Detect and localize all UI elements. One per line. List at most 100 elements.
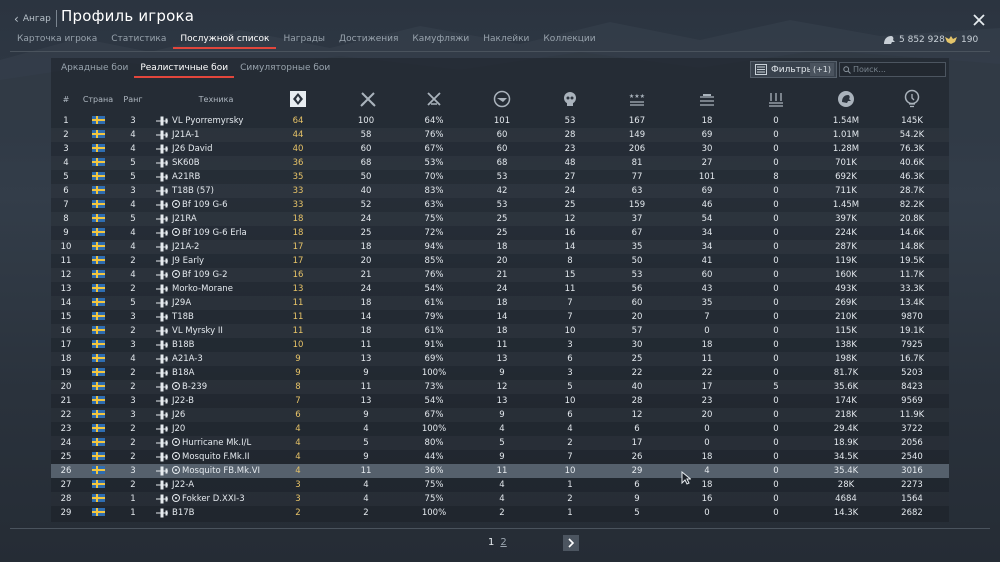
table-row[interactable]: 15 3 T18B 11 14 79% 14 7 20 7 0 210K 9870 xyxy=(51,310,949,324)
tab-1[interactable]: Статистика xyxy=(111,34,167,44)
page-link-1[interactable]: 1 xyxy=(488,537,495,548)
row-index: 7 xyxy=(63,200,69,210)
table-row[interactable]: 5 5 A21RB 35 50 70% 53 27 77 101 8 692K 46.3K xyxy=(51,170,949,184)
row-respawns: 4 xyxy=(499,494,505,504)
table-row[interactable]: 4 5 SK60B 36 68 53% 68 48 81 27 0 701K 40.6K xyxy=(51,156,949,170)
close-icon[interactable] xyxy=(971,12,987,28)
row-respawns: 4 xyxy=(499,424,505,434)
mode-tab-1[interactable]: Реалистичные бои xyxy=(134,60,235,78)
table-row[interactable]: 3 4 J26 David 40 60 67% 60 23 206 30 0 1.28M 76.3K xyxy=(51,142,949,156)
table-row[interactable]: 8 5 J21RA 18 24 75% 25 12 37 54 0 397K 20.8K xyxy=(51,212,949,226)
row-research-points: 9569 xyxy=(901,396,923,406)
row-air-kills: 35 xyxy=(631,242,643,252)
row-deaths: 12 xyxy=(564,214,576,224)
aircraft-icon xyxy=(156,382,168,392)
mode-tab-0[interactable]: Аркадные бои xyxy=(61,63,129,73)
mode-tab-2[interactable]: Симуляторные бои xyxy=(240,63,331,73)
table-row[interactable]: 16 2 VL Myrsky II 11 18 61% 18 10 57 0 0 115K 19.1K xyxy=(51,324,949,338)
sweden-flag-icon xyxy=(91,438,105,446)
row-research-points: 2540 xyxy=(901,452,923,462)
golden-eagles-icon xyxy=(945,36,957,44)
table-row[interactable]: 1 3 VL Pyorremyrsky 64 100 64% 101 53 167 18 0 1.54… xyxy=(51,114,949,128)
search-input[interactable]: Поиск... xyxy=(839,62,946,77)
table-row[interactable]: 2 4 J21A-1 44 58 76% 60 28 149 69 0 1.01M 54.2K xyxy=(51,128,949,142)
table-row[interactable]: 19 2 B18A 9 9 100% 9 3 22 22 0 81.7K 5203 xyxy=(51,366,949,380)
row-country xyxy=(89,240,107,254)
silver-lions-column-icon[interactable] xyxy=(834,86,858,112)
battles-icon[interactable] xyxy=(286,86,310,112)
row-silver-lions: 138K xyxy=(835,340,857,350)
ground-kills-icon[interactable] xyxy=(695,86,719,112)
table-row[interactable]: 29 1 B17B 2 2 100% 2 1 5 0 0 14.3K 2682 xyxy=(51,506,949,520)
row-vehicle-cell: A21RB xyxy=(155,170,283,184)
row-vehicle-name: J21RA xyxy=(172,214,197,224)
row-country xyxy=(89,394,107,408)
row-vehicle-label: B17B xyxy=(172,506,194,520)
row-vehicle-label: Mosquito F.Mk.II xyxy=(172,450,250,464)
row-rank: 5 xyxy=(130,172,136,182)
table-row[interactable]: 13 2 Morko-Morane 13 24 54% 24 11 56 43 0 493K 33.3K xyxy=(51,282,949,296)
row-silver-lions: 174K xyxy=(835,396,857,406)
sweden-flag-icon xyxy=(91,508,105,516)
air-kills-icon[interactable]: ★★★ xyxy=(625,86,649,112)
table-row[interactable]: 28 1 Fokker D.XXI-3 3 4 75% 4 2 9 16 0 4684 1564 xyxy=(51,492,949,506)
table-row[interactable]: 26 3 Mosquito FB.Mk.VI 4 11 36% 11 10 29 4 0 35.4K 3… xyxy=(51,464,949,478)
table-row[interactable]: 6 3 T18B (57) 33 40 83% 42 24 63 69 0 711K 28.7K xyxy=(51,184,949,198)
table-row[interactable]: 22 3 J26 6 9 67% 9 6 12 20 0 218K 11.9K xyxy=(51,408,949,422)
table-row[interactable]: 23 2 J20 4 4 100% 4 4 6 0 0 29.4K 3722 xyxy=(51,422,949,436)
table-row[interactable]: 27 2 J22-A 3 4 75% 4 1 6 18 0 28K 2273 xyxy=(51,478,949,492)
naval-kills-icon[interactable] xyxy=(764,86,788,112)
tab-0[interactable]: Карточка игрока xyxy=(17,34,98,44)
row-vehicle-label: J29A xyxy=(172,296,191,310)
table-row[interactable]: 9 4 Bf 109 G-6 Erla 18 25 72% 25 16 67 34 0 224K 14.… xyxy=(51,226,949,240)
row-country xyxy=(89,212,107,226)
table-row[interactable]: 20 2 B-239 8 11 73% 12 5 40 17 5 35.6K 8423 xyxy=(51,380,949,394)
table-row[interactable]: 11 2 J9 Early 17 20 85% 20 8 50 41 0 119K 19.5K xyxy=(51,254,949,268)
table-row[interactable]: 12 4 Bf 109 G-2 16 21 76% 21 15 53 60 0 160K 11.7K xyxy=(51,268,949,282)
row-air-kills: 81 xyxy=(631,158,643,168)
research-points-icon[interactable] xyxy=(900,86,924,112)
aircraft-icon xyxy=(156,396,168,406)
row-win-rate: 76% xyxy=(424,270,444,280)
tab-4[interactable]: Достижения xyxy=(339,34,399,44)
row-naval-kills: 5 xyxy=(773,382,779,392)
tab-2[interactable]: Послужной список xyxy=(173,33,277,49)
table-row[interactable]: 21 3 J22-B 7 13 54% 13 10 28 23 0 174K 9569 xyxy=(51,394,949,408)
table-row[interactable]: 18 4 A21A-3 9 13 69% 13 6 25 11 0 198K 16.7K xyxy=(51,352,949,366)
row-naval-kills: 0 xyxy=(773,508,779,518)
filters-button[interactable]: Фильтры (+1) xyxy=(750,61,837,78)
aircraft-icon xyxy=(156,354,168,364)
table-row[interactable]: 10 4 J21A-2 17 18 94% 18 14 35 34 0 287K 14.8K xyxy=(51,240,949,254)
back-to-hangar-button[interactable]: ‹ Ангар xyxy=(14,11,51,27)
table-row[interactable]: 25 2 Mosquito F.Mk.II 4 9 44% 9 7 26 18 0 34.5K 2540 xyxy=(51,450,949,464)
row-battles: 64 xyxy=(292,116,304,126)
row-vehicle-name: Mosquito F.Mk.II xyxy=(182,452,250,462)
golden-eagles-balance: 190 xyxy=(944,33,978,47)
row-country xyxy=(89,506,107,520)
row-respawns: 5 xyxy=(499,438,505,448)
respawns-icon[interactable] xyxy=(490,86,514,112)
page-link-2[interactable]: 2 xyxy=(500,537,507,548)
table-row[interactable]: 24 2 Hurricane Mk.I/L 4 5 80% 5 2 17 0 0 18.9K 2056 xyxy=(51,436,949,450)
row-silver-lions: 18.9K xyxy=(833,438,859,448)
next-page-button[interactable] xyxy=(563,535,579,551)
win-rate-icon[interactable] xyxy=(422,86,446,112)
sweden-flag-icon xyxy=(91,340,105,348)
row-research-points: 16.7K xyxy=(899,354,925,364)
tab-6[interactable]: Наклейки xyxy=(483,34,530,44)
row-rank: 3 xyxy=(130,410,136,420)
table-row[interactable]: 14 5 J29A 11 18 61% 18 7 60 35 0 269K 13.4K xyxy=(51,296,949,310)
table-row[interactable]: 7 4 Bf 109 G-6 33 52 63% 53 25 159 46 0 1.45M 82.2K xyxy=(51,198,949,212)
tab-7[interactable]: Коллекции xyxy=(543,34,596,44)
row-deaths: 10 xyxy=(564,396,576,406)
row-respawns: 60 xyxy=(496,130,508,140)
tab-3[interactable]: Награды xyxy=(283,34,326,44)
row-respawns: 18 xyxy=(496,326,508,336)
victories-icon[interactable] xyxy=(356,86,380,112)
row-air-kills: 12 xyxy=(631,410,643,420)
records-table-body: 1 3 VL Pyorremyrsky 64 100 64% 101 53 167 18 0 1.54… xyxy=(51,114,949,520)
table-row[interactable]: 17 3 B18B 10 11 91% 11 3 30 18 0 138K 7925 xyxy=(51,338,949,352)
deaths-icon[interactable] xyxy=(558,86,582,112)
sweden-flag-icon xyxy=(91,382,105,390)
tab-5[interactable]: Камуфляжи xyxy=(412,34,470,44)
